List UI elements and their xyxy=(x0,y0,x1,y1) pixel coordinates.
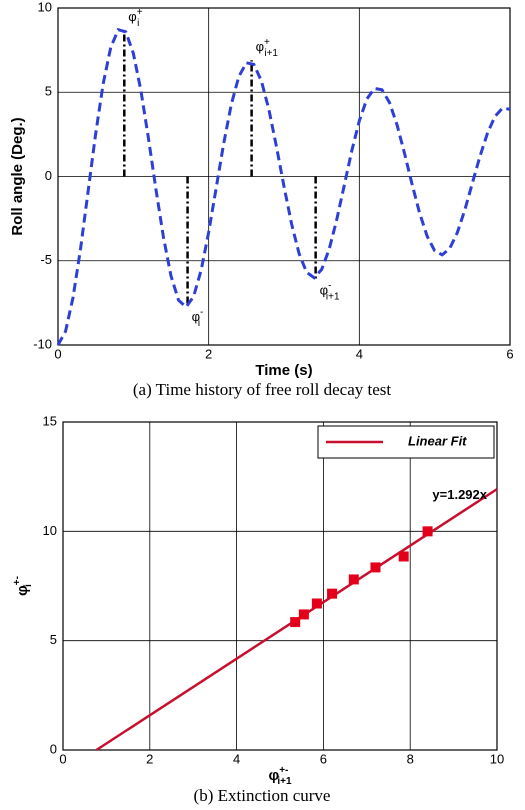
y-tick-label: -10 xyxy=(33,336,52,351)
y-tick-label: 5 xyxy=(50,632,57,647)
x-tick-label: 6 xyxy=(320,751,327,766)
x-tick-label: 0 xyxy=(59,751,66,766)
scatter-point xyxy=(290,617,301,628)
y-axis-label: Roll angle (Deg.) xyxy=(9,117,26,235)
caption: (b) Extinction curve xyxy=(194,786,331,805)
amplitude-label-sub: i xyxy=(137,18,139,29)
plot-frame xyxy=(62,421,498,751)
fit-equation: y=1.292x xyxy=(432,487,487,502)
y-axis-label: φ+-i xyxy=(12,576,34,596)
caption: (a) Time history of free roll decay test xyxy=(133,380,392,399)
x-axis-label-base: φ xyxy=(268,767,279,784)
y-tick-label: 0 xyxy=(45,168,52,183)
amplitude-label-base: φ xyxy=(256,40,264,55)
y-tick-label: 10 xyxy=(43,523,57,538)
amplitude-label-base: φ xyxy=(320,283,328,298)
scatter-point xyxy=(422,526,433,537)
y-tick-label: 0 xyxy=(50,741,57,756)
y-tick-label: 15 xyxy=(43,413,57,428)
legend-label: Linear Fit xyxy=(408,433,467,448)
y-tick-label: 10 xyxy=(38,0,52,14)
legend-box xyxy=(317,425,495,459)
x-tick-label: 2 xyxy=(205,346,212,361)
x-tick-label: 4 xyxy=(356,346,363,361)
x-tick-label: 4 xyxy=(233,751,240,766)
scatter-point xyxy=(298,609,309,620)
series-line xyxy=(56,27,511,346)
amplitude-label: φ-i xyxy=(192,307,204,329)
y-axis-label-base: φ xyxy=(14,585,31,596)
x-tick-label: 6 xyxy=(506,346,513,361)
amplitude-label-sup: + xyxy=(137,7,143,18)
x-axis-label-sub: i+1 xyxy=(277,776,292,787)
y-tick-label: -5 xyxy=(40,252,52,267)
amplitude-label-sup: - xyxy=(200,307,203,318)
x-tick-label: 10 xyxy=(490,751,504,766)
amplitude-label-sup: - xyxy=(328,280,331,291)
amplitude-label: φ-i+1 xyxy=(320,280,340,302)
amplitude-label-sup: + xyxy=(264,37,270,48)
scatter-point xyxy=(370,562,381,573)
scatter-point xyxy=(398,551,409,562)
x-axis-label-sup: +- xyxy=(279,765,288,776)
amplitude-label-sub: i+1 xyxy=(264,48,278,59)
plot-frame xyxy=(57,7,511,346)
amplitude-label-sub: i+1 xyxy=(326,291,340,302)
x-axis-label: φ+-i+1 xyxy=(268,765,292,787)
amplitude-label-base: φ xyxy=(128,9,136,24)
y-axis-label-sub: i xyxy=(23,584,34,587)
y-tick-label: 5 xyxy=(45,84,52,99)
amplitude-label-sub: i xyxy=(198,318,200,329)
y-axis-label-sup: +- xyxy=(12,576,23,585)
x-tick-label: 2 xyxy=(146,751,153,766)
x-tick-label: 8 xyxy=(407,751,414,766)
amplitude-label: φ+ i xyxy=(128,7,142,29)
amplitude-label-base: φ xyxy=(192,310,200,325)
plot-area xyxy=(63,422,497,750)
scatter-point xyxy=(348,574,359,585)
x-tick-label: 0 xyxy=(54,346,61,361)
x-axis-label: Time (s) xyxy=(255,362,312,379)
scatter-point xyxy=(311,598,322,609)
amplitude-label: φ+ i+1 xyxy=(256,37,279,59)
scatter-point xyxy=(327,588,338,599)
